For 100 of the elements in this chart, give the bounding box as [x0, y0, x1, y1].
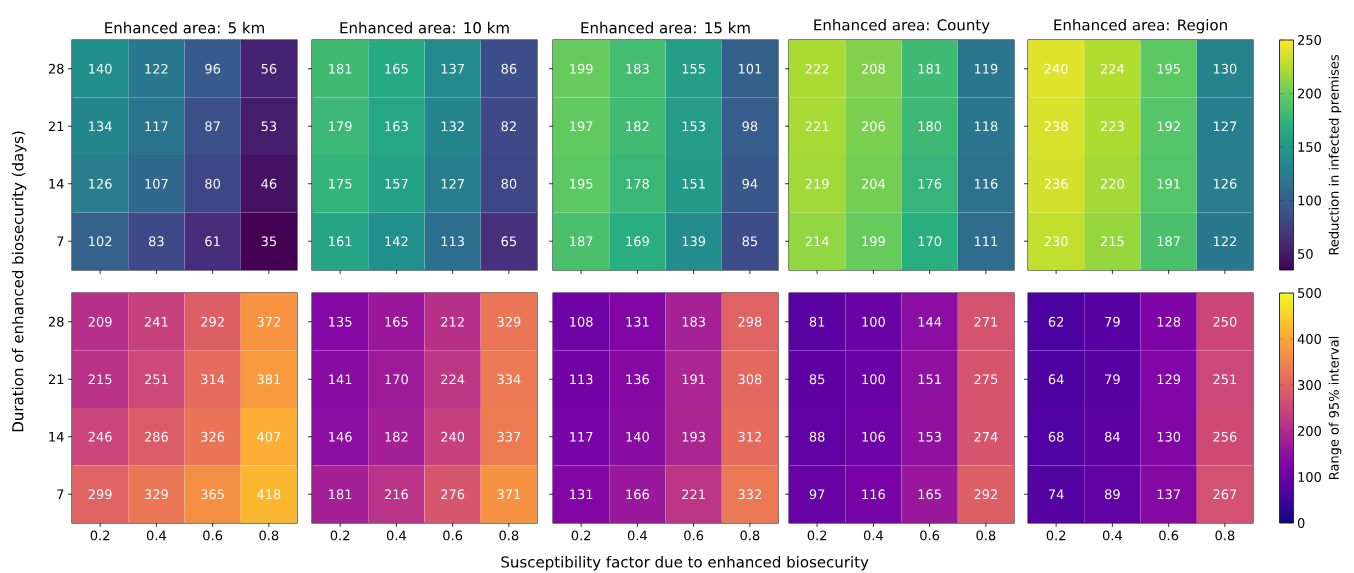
- data-label: 113: [570, 374, 593, 385]
- data-label: 230: [1044, 236, 1068, 247]
- data-label: 192: [1157, 121, 1180, 132]
- data-label: 85: [742, 236, 758, 247]
- color-bar-label: 500: [1298, 288, 1321, 298]
- data-label: 286: [144, 431, 168, 442]
- x-tick-label: 0.4: [386, 530, 406, 541]
- color-bar-label: 200: [1298, 426, 1321, 436]
- data-label: 195: [570, 178, 593, 189]
- data-label: 136: [626, 374, 649, 385]
- x-tick-label: 0.6: [1159, 530, 1179, 541]
- data-label: 224: [1100, 63, 1125, 74]
- chart-title: Enhanced area: 10 km: [340, 21, 509, 34]
- data-label: 130: [1213, 63, 1237, 74]
- data-label: 117: [570, 432, 593, 442]
- data-label: 191: [682, 374, 705, 385]
- data-label: 61: [205, 236, 220, 247]
- data-label: 250: [1213, 316, 1237, 327]
- data-label: 365: [201, 489, 224, 500]
- data-label: 83: [148, 236, 164, 247]
- data-label: 220: [1100, 178, 1124, 189]
- data-label: 183: [626, 63, 649, 74]
- data-label: 157: [385, 178, 408, 189]
- data-label: 68: [1048, 431, 1064, 442]
- x-tick-label: 0.4: [627, 530, 647, 541]
- data-label: 238: [1044, 121, 1068, 132]
- x-tick-label: 0.6: [443, 530, 463, 541]
- data-label: 216: [384, 489, 408, 500]
- data-label: 197: [570, 121, 593, 132]
- data-label: 87: [205, 121, 220, 132]
- color-bar-title: Range of 95% interval: [1328, 336, 1342, 480]
- data-label: 106: [862, 431, 885, 442]
- data-label: 332: [738, 489, 761, 500]
- data-label: 88: [809, 431, 825, 442]
- data-label: 223: [1100, 121, 1124, 132]
- color-bar-label: 150: [1298, 142, 1321, 152]
- data-label: 170: [918, 236, 942, 247]
- data-label: 108: [570, 316, 593, 327]
- data-label: 46: [261, 178, 277, 189]
- data-label: 130: [1157, 431, 1181, 442]
- data-label: 187: [570, 236, 593, 247]
- data-label: 180: [918, 121, 942, 132]
- data-label: 151: [918, 374, 941, 385]
- data-label: 274: [974, 431, 998, 442]
- data-label: 153: [682, 121, 705, 132]
- data-label: 81: [809, 316, 825, 327]
- data-label: 82: [501, 121, 516, 132]
- data-label: 128: [1157, 316, 1181, 327]
- data-label: 206: [861, 121, 885, 132]
- data-label: 175: [329, 178, 352, 189]
- data-label: 204: [861, 178, 886, 189]
- data-label: 181: [329, 489, 352, 500]
- data-label: 126: [1213, 178, 1237, 189]
- data-label: 140: [626, 431, 649, 442]
- data-label: 314: [201, 374, 225, 385]
- data-label: 222: [805, 63, 829, 74]
- data-label: 56: [261, 63, 277, 74]
- data-label: 86: [501, 63, 517, 74]
- chart-title: Enhanced area: County: [814, 18, 990, 34]
- x-tick-label: 0.2: [330, 530, 350, 541]
- data-label: 153: [918, 431, 941, 442]
- data-label: 240: [1044, 63, 1068, 74]
- color-bar-title: Reduction in infected premises: [1328, 54, 1342, 255]
- x-tick-label: 0.4: [146, 530, 166, 541]
- data-label: 79: [1105, 316, 1120, 327]
- data-label: 221: [682, 489, 705, 500]
- data-label: 35: [261, 236, 277, 247]
- x-tick-label: 0.8: [499, 530, 519, 541]
- data-label: 119: [974, 63, 998, 74]
- y-tick-label: 7: [57, 236, 64, 246]
- data-label: 113: [441, 236, 464, 247]
- data-label: 372: [257, 316, 280, 327]
- data-label: 179: [329, 121, 352, 132]
- data-label: 240: [441, 431, 465, 442]
- data-label: 371: [497, 489, 521, 500]
- data-label: 169: [626, 236, 649, 247]
- color-bar-label: 0: [1297, 518, 1305, 528]
- data-label: 117: [145, 121, 168, 131]
- y-axis-title: Duration of enhanced biosecurity (days): [11, 131, 27, 432]
- data-label: 165: [385, 63, 408, 74]
- data-label: 337: [497, 431, 521, 442]
- data-label: 134: [89, 121, 112, 132]
- data-label: 224: [441, 374, 465, 385]
- color-bar-label: 250: [1298, 35, 1321, 45]
- data-label: 100: [862, 316, 885, 327]
- data-label: 129: [1157, 374, 1181, 385]
- data-label: 126: [89, 178, 112, 189]
- x-tick-label: 0.6: [684, 530, 704, 541]
- x-tick-label: 0.2: [807, 530, 827, 541]
- data-label: 241: [144, 316, 168, 327]
- data-label: 256: [1213, 431, 1237, 442]
- data-label: 251: [144, 374, 168, 385]
- data-label: 101: [738, 63, 762, 74]
- data-label: 64: [1048, 374, 1064, 385]
- data-label: 116: [862, 489, 885, 500]
- data-label: 140: [89, 63, 112, 74]
- data-label: 292: [974, 489, 997, 500]
- data-label: 276: [441, 489, 465, 500]
- data-label: 137: [1157, 489, 1180, 500]
- data-label: 329: [144, 489, 168, 500]
